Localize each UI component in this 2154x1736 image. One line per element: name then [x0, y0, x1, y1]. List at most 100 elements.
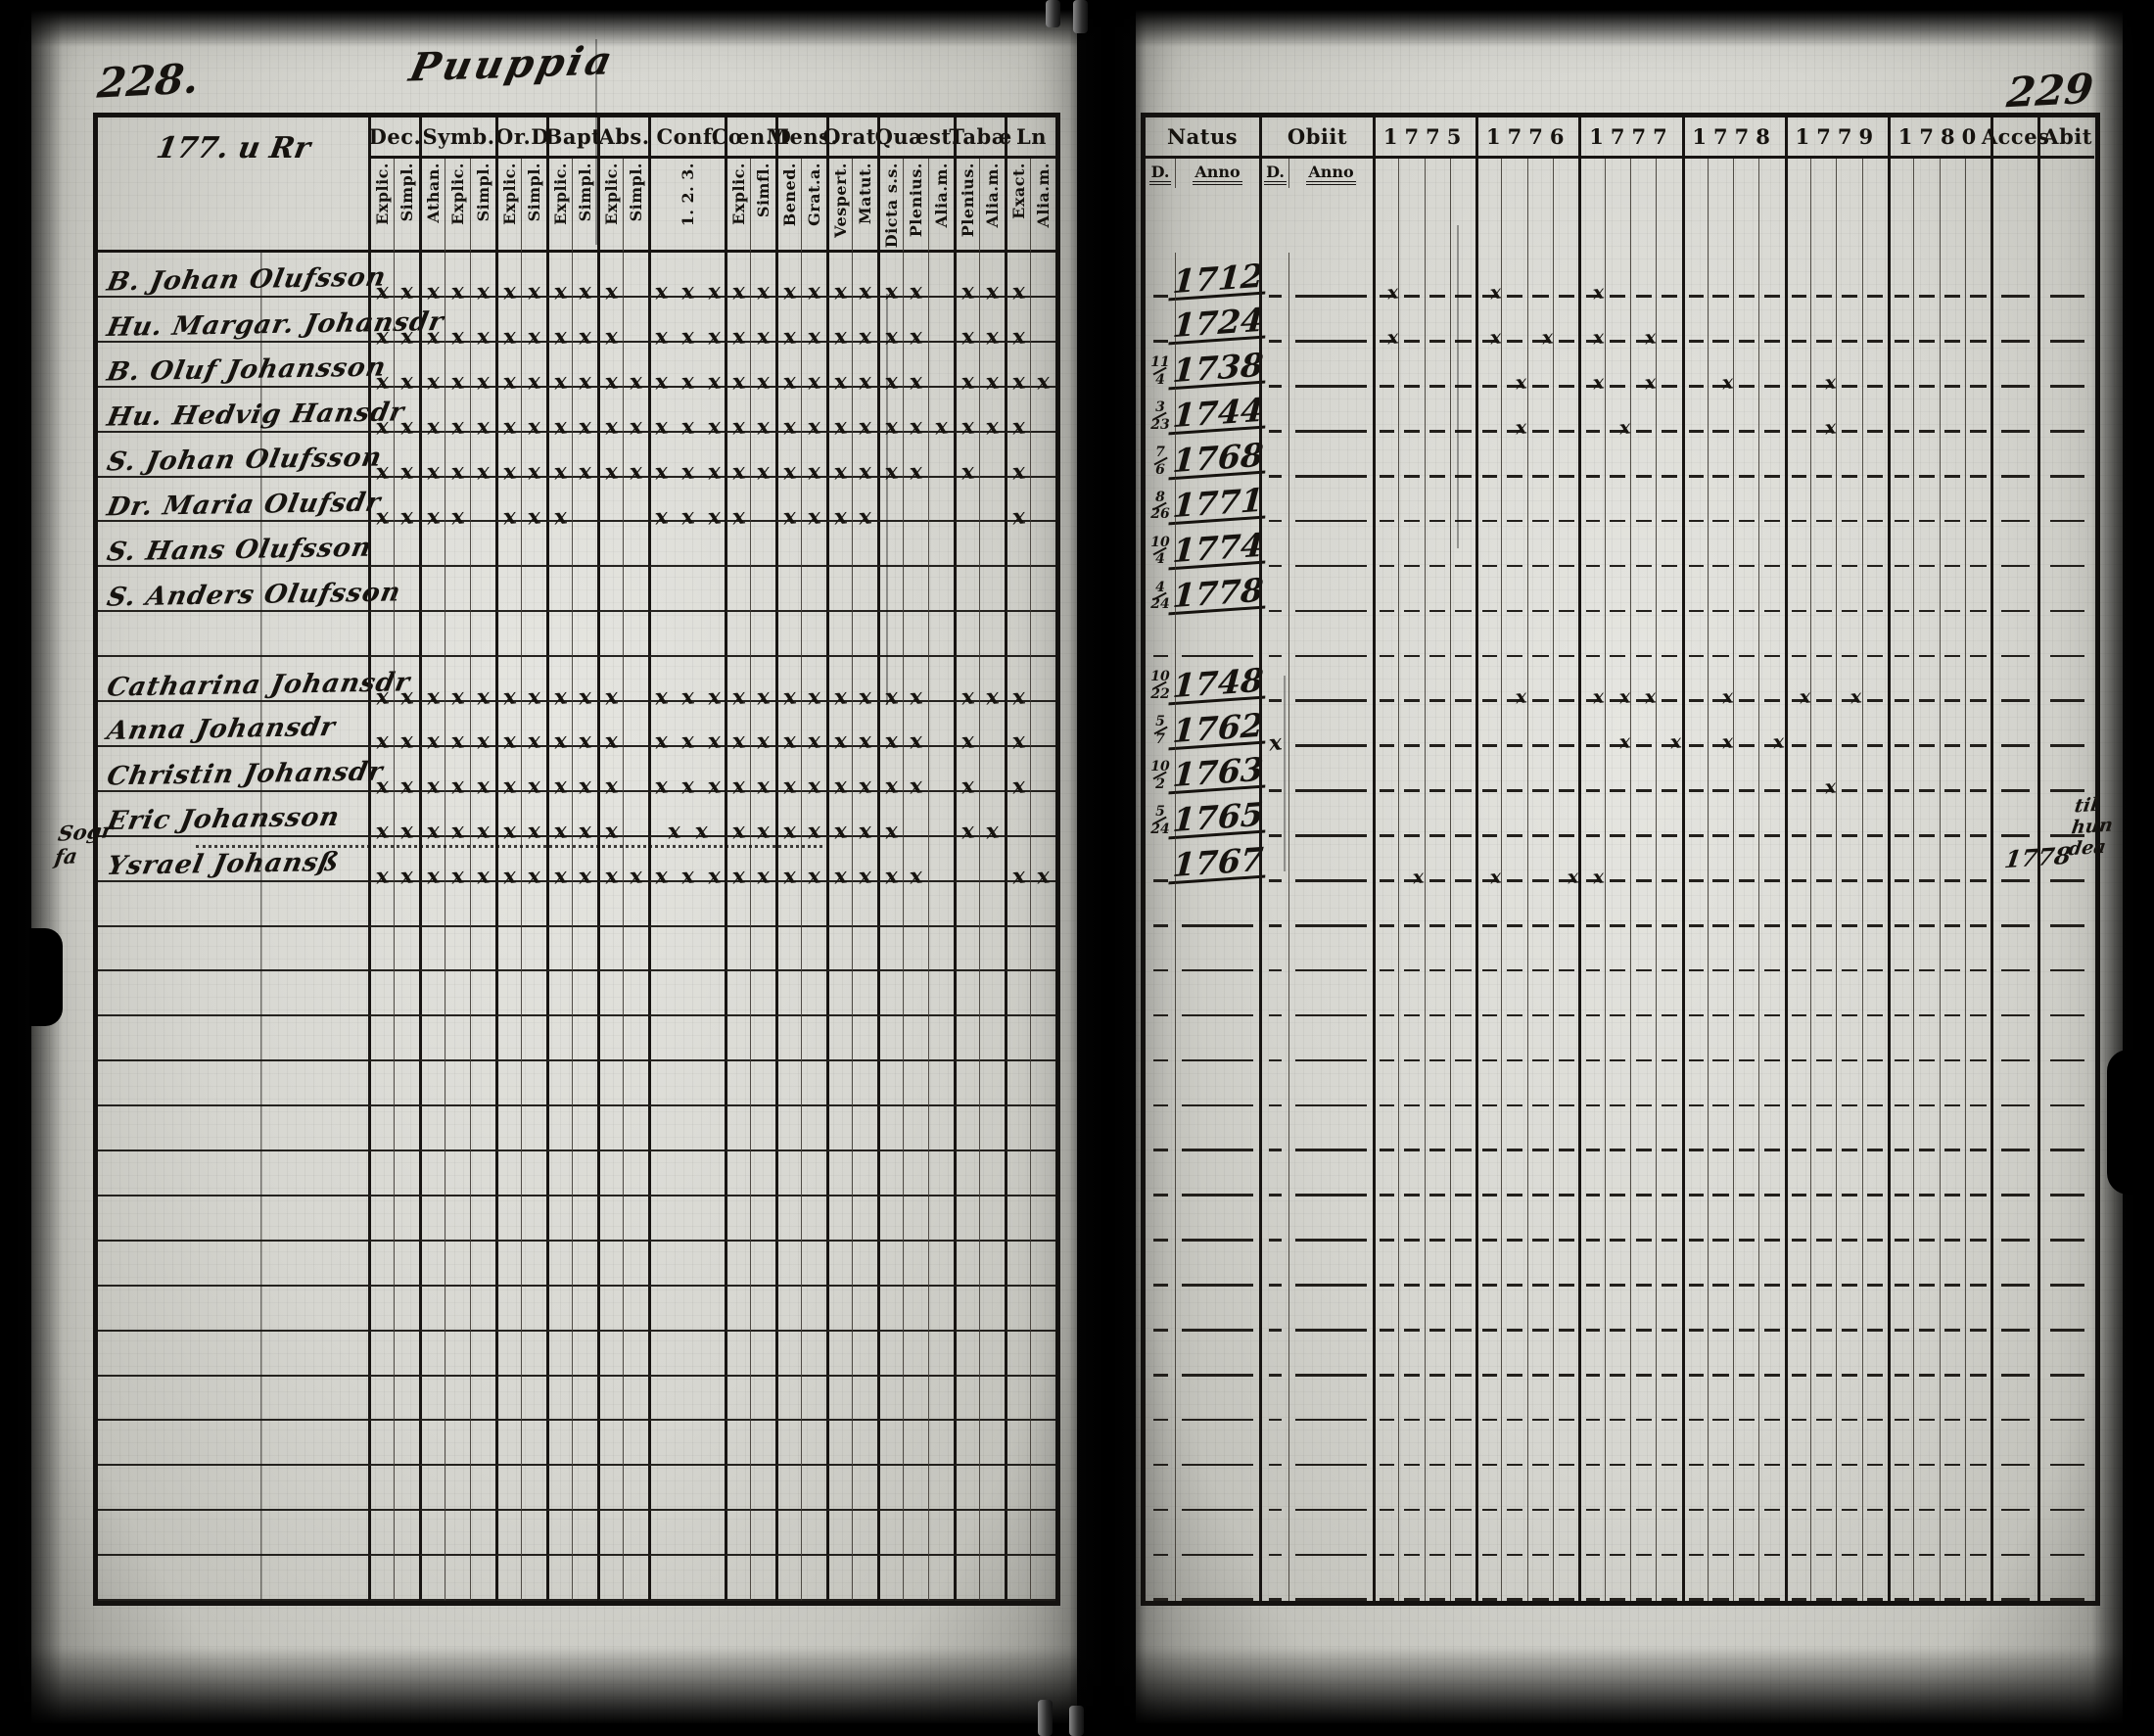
- mark-cell: [394, 1376, 419, 1422]
- year-mark-cell: [1373, 342, 1398, 388]
- mark-cell: [546, 1241, 572, 1287]
- natus-day-cell: 10 2: [1146, 747, 1175, 792]
- mark-cell: [852, 567, 877, 613]
- year-mark-cell: [1836, 836, 1861, 882]
- mark-cell: [725, 612, 750, 658]
- natus-year-cell: 1778: [1167, 567, 1268, 616]
- year-mark-cell: [1964, 881, 1990, 927]
- binding-post-bottom-left: [1038, 1700, 1053, 1736]
- year-mark-cell: [1526, 1511, 1553, 1557]
- mark-cell: [979, 1466, 1005, 1512]
- mark-cell: [572, 1196, 597, 1242]
- margin-note-left: Sogr fa: [53, 818, 115, 869]
- year-mark-cell: [1939, 1196, 1965, 1242]
- year-mark-cell: [1656, 522, 1681, 568]
- acces-cell: [1990, 342, 2037, 388]
- mark-cell: [394, 926, 419, 972]
- natus-year-cell: 1738: [1167, 342, 1268, 392]
- mark-cell: x: [572, 297, 597, 351]
- year-mark-cell: [1373, 612, 1398, 658]
- mark-cell: [521, 971, 546, 1017]
- obiit-year-cell: [1288, 971, 1373, 1017]
- mark-cell: x: [954, 297, 979, 351]
- year-mark-cell: [1475, 1331, 1501, 1377]
- mark-cell: [954, 1151, 979, 1196]
- person-name-cell: [98, 1061, 368, 1107]
- column-header: Ln: [1005, 117, 1055, 159]
- year-mark-cell: [1553, 971, 1578, 1017]
- mark-cell: [1005, 971, 1030, 1017]
- year-mark-cell: [1784, 1556, 1810, 1601]
- mark-cell: [1030, 522, 1055, 568]
- grid-cell: [1475, 159, 1501, 253]
- year-mark-cell: [1861, 522, 1888, 568]
- year-mark-cell: [1939, 926, 1965, 972]
- obiit-day-cell: [1259, 1016, 1288, 1062]
- mark-cell: [979, 522, 1005, 568]
- mark-cell: x: [546, 791, 572, 845]
- mark-cell: [419, 522, 445, 568]
- year-mark-cell: [1501, 522, 1526, 568]
- year-mark-cell: [1553, 1241, 1578, 1287]
- year-mark-cell: [1681, 1241, 1708, 1287]
- year-mark-cell: [1810, 567, 1836, 613]
- mark-cell: [648, 1421, 725, 1467]
- year-mark-cell: [1861, 746, 1888, 792]
- mark-cell: [470, 1376, 495, 1422]
- person-name-cell: [98, 1421, 368, 1467]
- abit-cell: [2037, 926, 2094, 972]
- year-mark-cell: [1424, 1421, 1450, 1467]
- mark-cell: [826, 971, 852, 1017]
- obiit-year-cell: [1288, 702, 1373, 747]
- year-mark-cell: [1656, 1151, 1681, 1196]
- mark-cell: x: [597, 791, 623, 845]
- year-mark-cell: [1707, 971, 1733, 1017]
- mark-cell: [979, 1421, 1005, 1467]
- year-mark-cell: [1836, 791, 1861, 837]
- mark-cell: x: [546, 253, 572, 305]
- mark-cell: x: [1005, 702, 1030, 755]
- year-mark-cell: [1553, 522, 1578, 568]
- mark-cell: x: [852, 746, 877, 800]
- year-mark-cell: [1913, 657, 1939, 702]
- obiit-header: Obiit: [1259, 117, 1373, 159]
- year-mark-cell: [1449, 971, 1475, 1017]
- year-mark-cell: [1887, 1106, 1913, 1151]
- obiit-day-cell: [1259, 971, 1288, 1017]
- year-mark-cell: [1398, 1151, 1424, 1196]
- year-mark-cell: [1629, 1511, 1656, 1557]
- acces-cell: [1990, 1376, 2037, 1422]
- year-mark-cell: [1836, 342, 1861, 388]
- obiit-year-cell: [1288, 1556, 1373, 1601]
- subcolumn-label: Vespert.: [830, 163, 850, 238]
- year-mark-cell: [1681, 522, 1708, 568]
- natus-year-cell: 1744: [1167, 387, 1268, 436]
- year-mark-cell: [1553, 1331, 1578, 1377]
- mark-cell: [1030, 1556, 1055, 1601]
- scratch-line: [1457, 225, 1459, 548]
- mark-cell: [623, 567, 648, 613]
- natus-year: 1712: [1167, 256, 1268, 302]
- mark-cell: [903, 1556, 928, 1601]
- mark-cell: [903, 567, 928, 613]
- person-name-cell: Ysrael Johansß: [98, 836, 368, 882]
- year-mark-cell: [1810, 1331, 1836, 1377]
- acces-cell: [1990, 432, 2037, 478]
- year-mark-cell: [1887, 1061, 1913, 1107]
- mark-cell: [903, 1466, 928, 1512]
- mark-cell: [648, 1376, 725, 1422]
- person-name-cell: Dr. Maria Olufsdr: [98, 477, 384, 523]
- mark-cell: x: [979, 791, 1005, 845]
- subcolumn-label: Plenius.: [958, 163, 977, 238]
- year-mark-cell: [1656, 746, 1681, 792]
- year-mark-cell: [1373, 1511, 1398, 1557]
- natus-year: 1763: [1167, 750, 1268, 796]
- mark-cell: [775, 612, 801, 658]
- year-mark-cell: [1707, 1331, 1733, 1377]
- mark-cell: [368, 1466, 394, 1512]
- year-mark-cell: [1758, 1151, 1784, 1196]
- year-mark-cell: [1373, 1466, 1398, 1512]
- mark-cell: [725, 522, 750, 568]
